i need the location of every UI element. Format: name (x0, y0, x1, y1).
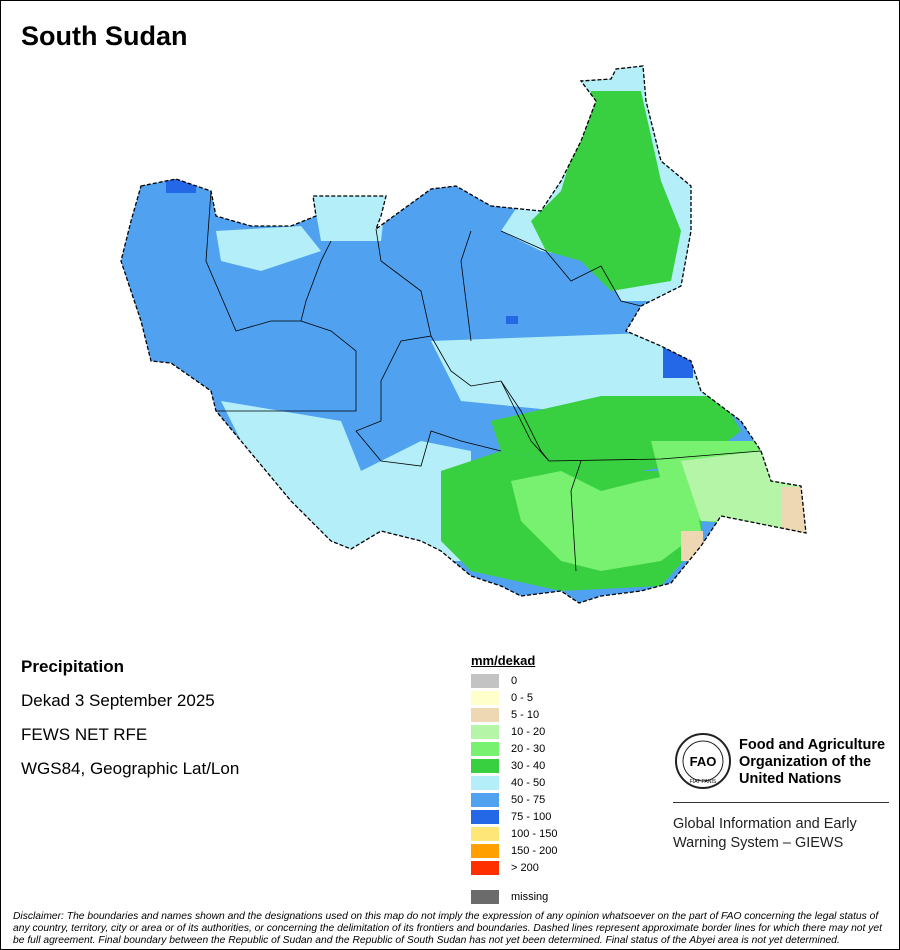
legend-swatch (471, 792, 499, 807)
fao-logo: FAO FIAT PANIS Food and Agriculture Orga… (673, 731, 889, 851)
rainfall-raster (121, 66, 806, 603)
giews-label: Global Information and Early Warning Sys… (673, 816, 857, 851)
legend-swatch (471, 673, 499, 688)
legend-swatch (471, 690, 499, 705)
legend-label: 30 - 40 (511, 759, 546, 772)
projection-label: WGS84, Geographic Lat/Lon (21, 759, 240, 778)
legend-swatch (471, 889, 499, 904)
variable-label: Precipitation (21, 657, 124, 676)
legend-label: missing (511, 890, 549, 903)
precipitation-map (120, 65, 807, 604)
legend-swatch (471, 724, 499, 739)
legend-label: 50 - 75 (511, 793, 546, 806)
legend-item: 75 - 100 (471, 808, 557, 825)
legend-item: 40 - 50 (471, 774, 557, 791)
legend-swatch (471, 826, 499, 841)
legend-label: 10 - 20 (511, 725, 546, 738)
svg-text:FAO: FAO (690, 754, 717, 769)
legend-swatch (471, 809, 499, 824)
legend-label: 5 - 10 (511, 708, 540, 721)
legend-item: 0 (471, 672, 557, 689)
legend-label: 40 - 50 (511, 776, 546, 789)
state-boundaries (205, 190, 762, 572)
disclaimer: Disclaimer: The boundaries and names sho… (13, 911, 882, 946)
legend-unit: mm/dekad (471, 653, 536, 668)
legend-item: 100 - 150 (471, 825, 557, 842)
legend-item: 30 - 40 (471, 757, 557, 774)
fao-emblem-icon: FAO FIAT PANIS (675, 733, 731, 789)
legend-item: > 200 (471, 859, 557, 876)
legend-swatch (471, 741, 499, 756)
legend-swatch (471, 860, 499, 875)
legend-label: > 200 (511, 861, 539, 874)
legend-swatch (471, 707, 499, 722)
legend-label: 20 - 30 (511, 742, 546, 755)
legend-item: 50 - 75 (471, 791, 557, 808)
fao-name: Food and Agriculture Organization of the… (739, 737, 886, 787)
legend-label: 100 - 150 (511, 827, 558, 840)
legend-swatch (471, 843, 499, 858)
source-label: FEWS NET RFE (21, 725, 148, 744)
legend: mm/dekad 0 0 - 5 5 - 10 10 - 20 20 - 30 30 - … (471, 653, 557, 905)
legend-label: 0 - 5 (511, 691, 534, 704)
legend-item: 10 - 20 (471, 723, 557, 740)
legend-item: 20 - 30 (471, 740, 557, 757)
legend-swatch (471, 758, 499, 773)
legend-label: 150 - 200 (511, 844, 558, 857)
legend-label: 0 (511, 674, 518, 687)
map-info: Precipitation Dekad 3 September 2025 FEW… (21, 657, 239, 793)
period-label: Dekad 3 September 2025 (21, 691, 215, 710)
legend-swatch (471, 775, 499, 790)
legend-item: 5 - 10 (471, 706, 557, 723)
legend-label: 75 - 100 (511, 810, 552, 823)
legend-item-missing: missing (471, 888, 557, 905)
legend-item: 0 - 5 (471, 689, 557, 706)
map-title: South Sudan (21, 21, 188, 51)
svg-text:FIAT PANIS: FIAT PANIS (690, 779, 717, 785)
divider (673, 802, 889, 803)
legend-item: 150 - 200 (471, 842, 557, 859)
